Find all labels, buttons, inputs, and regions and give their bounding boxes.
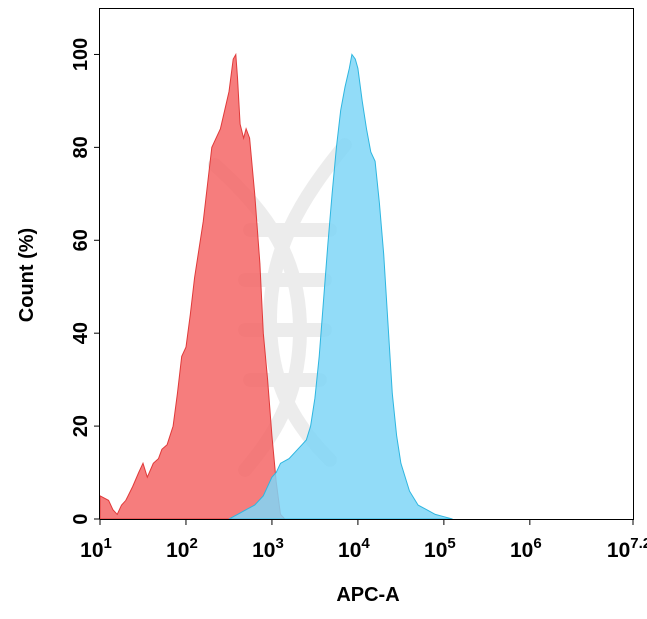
x-tick-label: 106 bbox=[510, 535, 542, 562]
x-tick-label: 104 bbox=[338, 535, 370, 562]
histogram-area-1 bbox=[99, 52, 286, 520]
histogram-series bbox=[99, 52, 453, 520]
y-tick-label: 40 bbox=[70, 322, 92, 344]
y-tick-label: 0 bbox=[70, 513, 92, 524]
y-tick-label: 20 bbox=[70, 415, 92, 437]
x-tick-label: 101 bbox=[80, 535, 112, 562]
axes-frame bbox=[99, 8, 634, 520]
x-tick-label: 103 bbox=[252, 535, 284, 562]
y-tick-label: 60 bbox=[70, 229, 92, 251]
x-tick-label: 102 bbox=[166, 535, 198, 562]
x-tick-label: 105 bbox=[424, 535, 456, 562]
y-tick-label: 80 bbox=[70, 136, 92, 158]
x-axis-title: APC-A bbox=[336, 584, 399, 606]
y-axis-title: Count (%) bbox=[16, 228, 38, 322]
x-tick-label: 107.2 bbox=[607, 535, 647, 562]
y-axis-ticks: 0 20 40 60 80 100 bbox=[70, 38, 100, 525]
histogram-area-2 bbox=[228, 53, 453, 520]
y-tick-label: 100 bbox=[70, 38, 92, 71]
x-axis-ticks: 101 102 103 104 105 106 107.2 bbox=[80, 519, 647, 562]
